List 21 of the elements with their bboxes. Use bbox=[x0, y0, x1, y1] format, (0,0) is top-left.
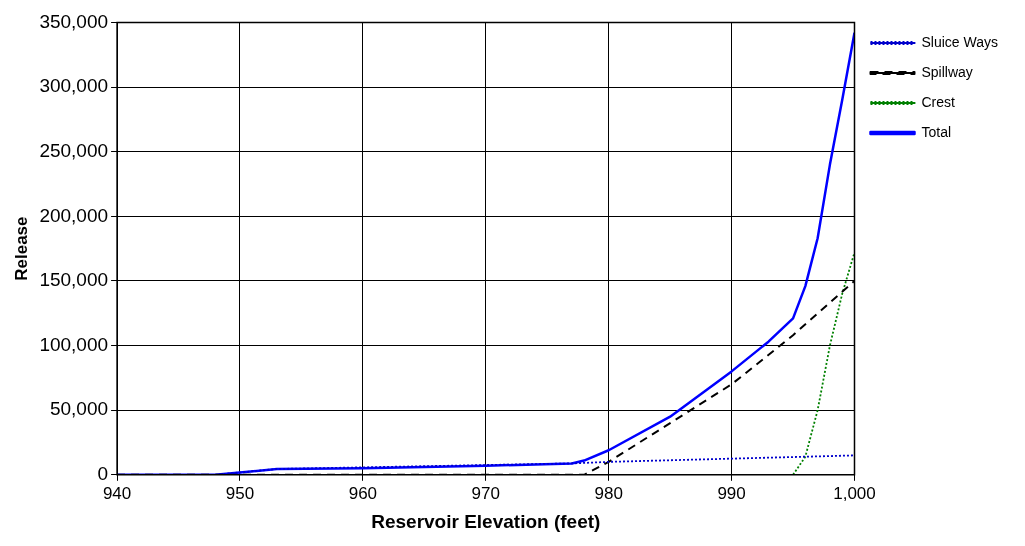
x-tick-label: 940 bbox=[102, 483, 132, 503]
y-tick-label: 50,000 bbox=[49, 398, 109, 420]
y-tick-label: 350,000 bbox=[39, 10, 109, 32]
x-axis-title: Reservoir Elevation (feet) bbox=[371, 510, 601, 532]
y-tick-label: 250,000 bbox=[39, 139, 109, 161]
y-tick-label: 0 bbox=[97, 463, 109, 485]
legend-label: Total bbox=[921, 123, 952, 140]
y-tick-label: 200,000 bbox=[39, 204, 109, 226]
legend-label: Spillway bbox=[921, 63, 973, 80]
x-tick-label: 950 bbox=[225, 483, 255, 503]
x-tick-label: 970 bbox=[471, 483, 500, 503]
y-tick-label: 300,000 bbox=[39, 75, 109, 97]
y-axis-title: Release bbox=[11, 216, 31, 281]
legend-label: Crest bbox=[921, 93, 956, 110]
x-tick-label: 980 bbox=[594, 483, 623, 503]
legend-label: Sluice Ways bbox=[921, 33, 999, 50]
x-tick-label: 1,000 bbox=[833, 483, 876, 503]
y-tick-label: 150,000 bbox=[39, 269, 109, 291]
y-tick-label: 100,000 bbox=[39, 333, 109, 355]
x-tick-label: 960 bbox=[348, 483, 378, 503]
x-tick-label: 990 bbox=[717, 483, 746, 503]
